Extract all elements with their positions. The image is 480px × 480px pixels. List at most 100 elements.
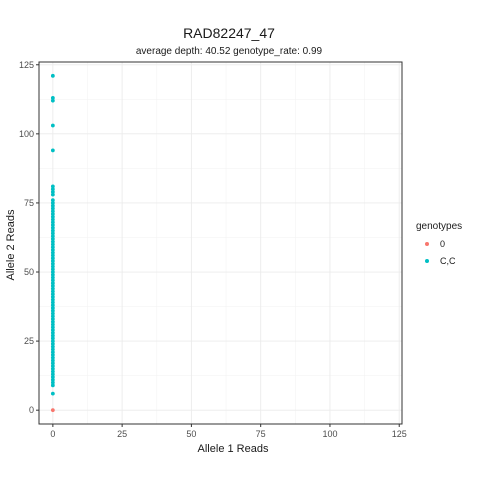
- data-point-genotype-cc: [50, 283, 55, 288]
- data-point-genotype-cc: [50, 209, 55, 214]
- data-point-genotype-cc: [50, 333, 55, 338]
- data-point-genotype-cc: [50, 325, 55, 330]
- data-point-genotype-cc: [50, 306, 55, 310]
- data-point-genotype-cc: [50, 281, 55, 285]
- data-point-genotype-cc: [50, 336, 55, 341]
- data-point-genotype-cc: [50, 297, 55, 302]
- data-point-genotype-cc: [50, 253, 55, 258]
- y-tick-label: 100: [19, 129, 34, 139]
- data-point-genotype-cc: [50, 236, 55, 241]
- data-point-genotype-cc: [50, 361, 55, 366]
- y-tick-label: 0: [29, 405, 34, 415]
- legend-entries: 0 C,C: [425, 239, 456, 266]
- data-point-genotype-cc: [50, 217, 55, 222]
- data-point-genotype-cc: [50, 322, 55, 327]
- x-tick-label: 75: [256, 429, 266, 439]
- data-point-genotype-cc: [50, 256, 55, 261]
- data-point-genotype-0: [50, 408, 55, 413]
- data-point-genotype-cc: [50, 317, 55, 321]
- data-point-genotype-cc: [50, 347, 55, 352]
- legend-title: genotypes: [416, 221, 462, 232]
- legend-label: 0: [440, 239, 445, 249]
- data-point-genotype-cc: [50, 372, 55, 377]
- data-point-genotype-cc: [50, 294, 55, 299]
- data-point-genotype-cc: [50, 380, 55, 385]
- data-point-genotype-cc: [50, 148, 55, 153]
- data-point-genotype-cc: [50, 292, 55, 297]
- data-point-genotype-cc: [50, 300, 55, 305]
- data-point-genotype-cc: [50, 245, 55, 250]
- data-point-genotype-cc: [50, 275, 55, 280]
- data-point-genotype-cc: [50, 270, 55, 274]
- x-tick-label: 0: [50, 429, 55, 439]
- data-point-genotype-cc: [50, 261, 55, 266]
- y-axis-ticks: 0 25 50 75 100 125: [19, 60, 39, 415]
- data-point-genotype-cc: [50, 366, 55, 371]
- data-point-genotype-cc: [50, 267, 55, 272]
- data-point-genotype-cc: [50, 330, 55, 335]
- data-point-genotype-cc: [50, 383, 55, 388]
- data-point-genotype-cc: [50, 278, 55, 283]
- data-point-genotype-cc: [50, 123, 55, 128]
- data-point-genotype-cc: [50, 206, 55, 211]
- x-axis-ticks: 0 25 50 75 100 125: [50, 424, 407, 439]
- y-tick-label: 125: [19, 60, 34, 70]
- data-point-genotype-cc: [50, 228, 55, 233]
- data-point-genotype-cc: [50, 311, 55, 316]
- x-tick-label: 50: [186, 429, 196, 439]
- data-point-genotype-cc: [50, 214, 55, 219]
- x-tick-label: 100: [322, 429, 337, 439]
- data-point-genotype-cc: [50, 248, 55, 252]
- data-point-genotype-cc: [50, 339, 55, 343]
- data-point-genotype-cc: [50, 231, 55, 236]
- data-point-genotype-cc: [50, 377, 55, 382]
- data-point-genotype-cc: [50, 98, 55, 103]
- y-tick-label: 50: [24, 267, 34, 277]
- y-tick-label: 25: [24, 336, 34, 346]
- data-point-genotype-cc: [50, 250, 55, 255]
- data-point-genotype-cc: [50, 212, 55, 216]
- plot-panel-border: [38, 61, 403, 425]
- legend-key-genotype-0: [425, 242, 429, 246]
- x-tick-label: 125: [392, 429, 407, 439]
- data-point-genotype-cc: [50, 286, 55, 291]
- legend-key-genotype-cc: [425, 259, 429, 263]
- data-point-genotype-cc: [50, 391, 55, 396]
- data-point-genotype-cc: [50, 242, 55, 247]
- data-point-genotype-cc: [50, 364, 55, 368]
- chart-title: RAD82247_47: [183, 25, 275, 41]
- data-point-genotype-cc: [50, 314, 55, 319]
- data-point-genotype-cc: [50, 353, 55, 357]
- data-point-genotype-cc: [50, 350, 55, 355]
- data-point-genotype-cc: [50, 272, 55, 277]
- data-point-genotype-cc: [50, 96, 55, 100]
- data-point-genotype-cc: [50, 341, 55, 346]
- data-point-genotype-cc: [50, 225, 55, 230]
- data-point-genotype-cc: [50, 189, 55, 194]
- data-point-genotype-cc: [50, 375, 55, 379]
- data-point-genotype-cc: [50, 220, 55, 225]
- data-point-genotype-cc: [50, 303, 55, 308]
- data-point-genotype-cc: [50, 308, 55, 313]
- y-tick-label: 75: [24, 198, 34, 208]
- data-point-genotype-cc: [50, 187, 55, 192]
- data-point-genotype-cc: [50, 203, 55, 208]
- data-point-genotype-cc: [50, 355, 55, 360]
- data-point-genotype-cc: [50, 358, 55, 363]
- data-point-genotype-cc: [50, 344, 55, 349]
- data-point-genotype-cc: [50, 73, 55, 78]
- data-point-genotype-cc: [50, 239, 55, 244]
- x-tick-label: 25: [117, 429, 127, 439]
- chart-subtitle: average depth: 40.52 genotype_rate: 0.99: [136, 46, 323, 57]
- data-point-genotype-cc: [50, 328, 55, 332]
- data-point-genotype-cc: [50, 223, 55, 227]
- major-gridlines: [39, 62, 402, 424]
- data-point-genotype-cc: [50, 319, 55, 324]
- x-axis-title: Allele 1 Reads: [198, 443, 269, 455]
- data-point-genotype-cc: [50, 234, 55, 238]
- data-point-genotype-cc: [50, 192, 55, 197]
- data-point-genotype-cc: [50, 201, 55, 205]
- data-point-genotype-cc: [50, 369, 55, 374]
- legend-label: C,C: [440, 256, 456, 266]
